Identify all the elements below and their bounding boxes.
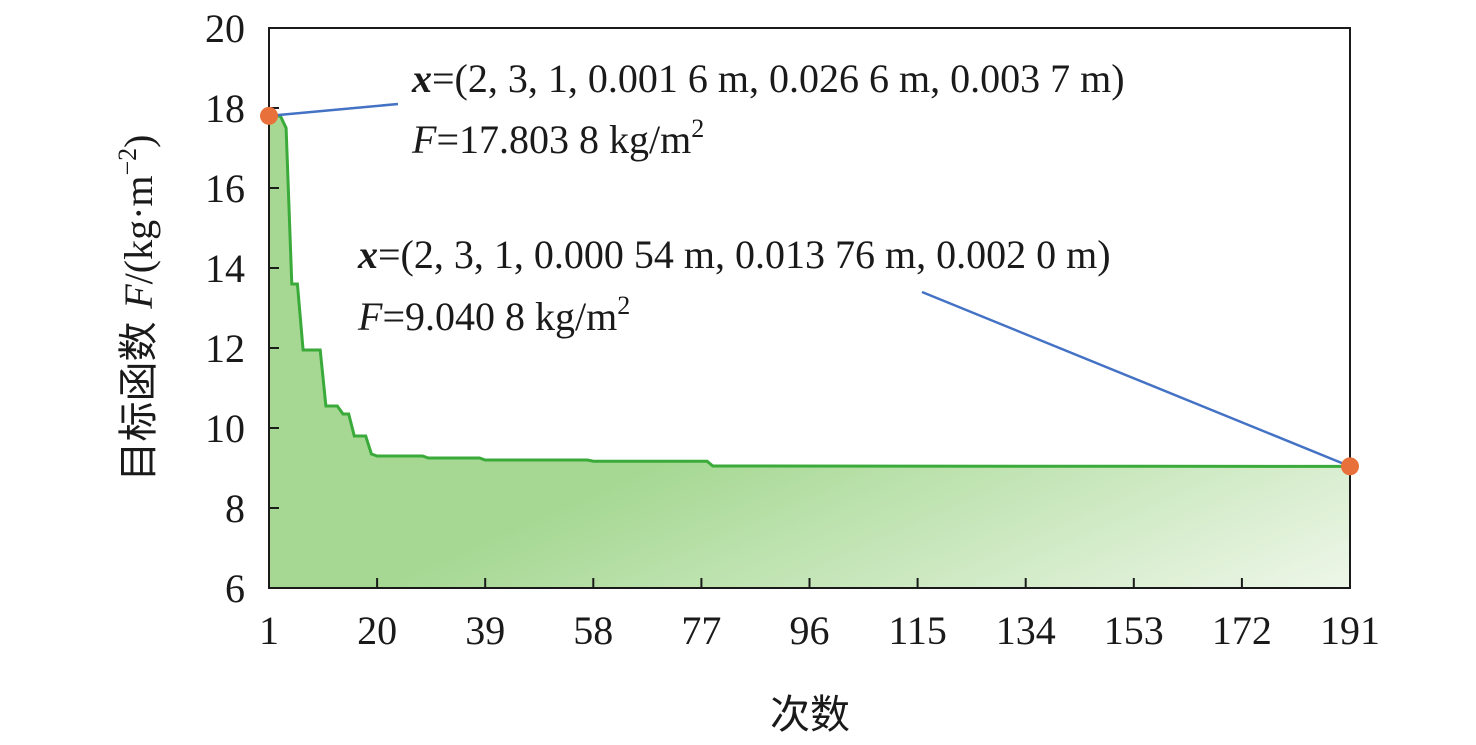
- y-tick-label: 10: [205, 406, 245, 451]
- point-marker: [260, 106, 278, 125]
- x-tick-label: 58: [573, 608, 613, 653]
- x-tick-label: 96: [790, 608, 830, 653]
- y-tick-label: 6: [225, 566, 245, 611]
- series-line: [268, 114, 1351, 468]
- y-tick-label: 8: [225, 486, 245, 531]
- y-tick-label: 18: [205, 86, 245, 131]
- annotation-lines: [268, 102, 1351, 468]
- y-axis-ticks: 6 8 10 12 14 16 18 20: [205, 6, 279, 611]
- annotation-2-f-line: F=9.040 8 kg/m2: [357, 291, 630, 339]
- y-axis-title-exp: −2: [113, 148, 142, 176]
- annotation-2-f-exp: 2: [617, 291, 630, 320]
- x-axis-title: 次数: [770, 692, 850, 738]
- x-tick-label: 1: [259, 608, 279, 653]
- annotation-1-f-line: F=17.803 8 kg/m2: [411, 114, 704, 162]
- annotation-2-x-text: =(2, 3, 1, 0.000 54 m, 0.013 76 m, 0.002…: [378, 232, 1111, 277]
- annotation-1-x-var: x: [411, 56, 432, 101]
- annotation-1-x-line: x=(2, 3, 1, 0.001 6 m, 0.026 6 m, 0.003 …: [411, 56, 1125, 101]
- x-tick-label: 134: [996, 608, 1056, 653]
- annotation-1-f-var: F: [411, 117, 437, 162]
- point-marker: [1341, 457, 1359, 476]
- annotation-1-f-exp: 2: [691, 114, 704, 143]
- x-tick-label: 191: [1320, 608, 1380, 653]
- x-tick-label: 39: [465, 608, 505, 653]
- x-tick-label: 77: [681, 608, 721, 653]
- x-tick-label: 115: [888, 608, 947, 653]
- y-tick-label: 14: [205, 246, 245, 291]
- y-tick-label: 16: [205, 166, 245, 211]
- annotation-2-x-var: x: [357, 232, 378, 277]
- y-axis-title-close: ): [116, 134, 161, 147]
- x-axis-ticks: 1 20 39 58 77 96 115 134 153 172 191: [259, 578, 1380, 653]
- x-tick-label: 153: [1104, 608, 1164, 653]
- annotation-2-x-line: x=(2, 3, 1, 0.000 54 m, 0.013 76 m, 0.00…: [357, 232, 1111, 277]
- annotation-leader-line: [921, 290, 1351, 468]
- y-axis-title-unit: /(kg·m: [116, 175, 161, 284]
- annotation-2-f-text: =9.040 8 kg/m: [382, 294, 617, 339]
- annotation-2-f-var: F: [357, 294, 383, 339]
- point-markers: [260, 106, 1359, 476]
- area-fill: [269, 115, 1350, 589]
- y-tick-label: 12: [205, 326, 245, 371]
- y-axis-title-prefix: 目标函数: [116, 309, 162, 482]
- annotation-leader-line: [268, 102, 399, 118]
- y-axis-title: 目标函数 F/(kg·m−2): [113, 134, 162, 481]
- x-tick-label: 20: [357, 608, 397, 653]
- x-tick-label: 172: [1212, 608, 1272, 653]
- annotation-1-x-text: =(2, 3, 1, 0.001 6 m, 0.026 6 m, 0.003 7…: [432, 56, 1125, 101]
- y-tick-label: 20: [205, 6, 245, 51]
- y-axis-title-var: F: [116, 284, 161, 310]
- annotation-1-f-text: =17.803 8 kg/m: [436, 117, 691, 162]
